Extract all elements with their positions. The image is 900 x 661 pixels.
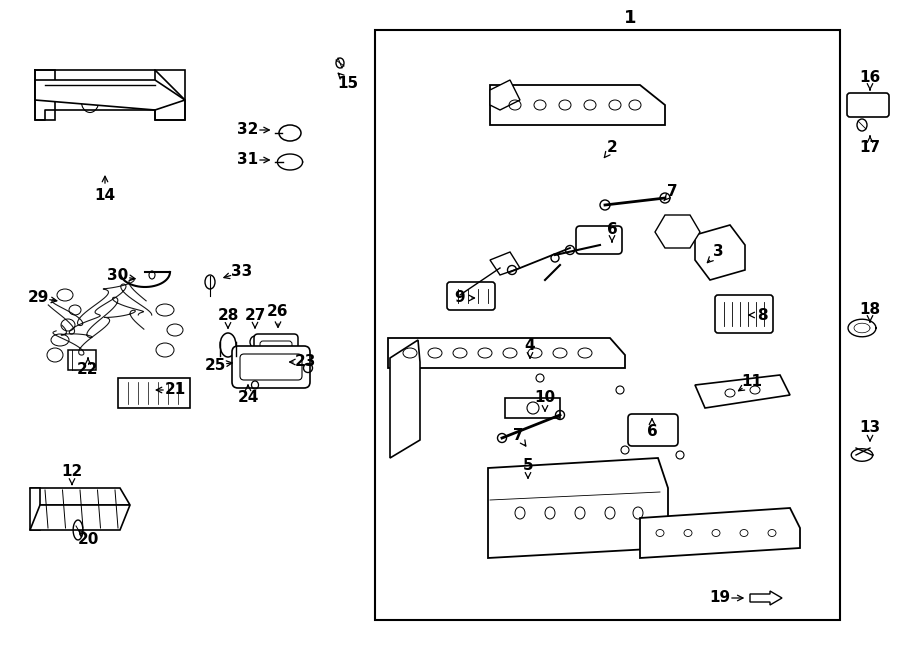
Bar bbox=[155, 70, 185, 120]
Text: 8: 8 bbox=[757, 307, 768, 323]
Text: 6: 6 bbox=[607, 223, 617, 237]
Polygon shape bbox=[695, 375, 790, 408]
Text: 28: 28 bbox=[217, 307, 239, 323]
Text: 4: 4 bbox=[525, 338, 535, 352]
Text: 13: 13 bbox=[860, 420, 880, 436]
Text: 16: 16 bbox=[860, 71, 880, 85]
FancyBboxPatch shape bbox=[576, 226, 622, 254]
Text: 33: 33 bbox=[231, 264, 253, 280]
Text: 29: 29 bbox=[27, 290, 49, 305]
Text: 23: 23 bbox=[294, 354, 316, 369]
Polygon shape bbox=[390, 340, 420, 458]
Text: 7: 7 bbox=[667, 184, 678, 200]
Bar bbox=[118, 378, 190, 408]
FancyBboxPatch shape bbox=[715, 295, 773, 333]
Text: 9: 9 bbox=[454, 290, 465, 305]
Bar bbox=[505, 398, 560, 418]
Text: 18: 18 bbox=[860, 303, 880, 317]
Text: 7: 7 bbox=[513, 428, 523, 442]
Bar bbox=[68, 350, 96, 370]
Text: 6: 6 bbox=[646, 424, 657, 440]
Bar bbox=[35, 70, 55, 120]
Text: 26: 26 bbox=[267, 305, 289, 319]
Polygon shape bbox=[640, 508, 800, 558]
Text: 22: 22 bbox=[77, 362, 99, 377]
Text: 5: 5 bbox=[523, 457, 534, 473]
Text: 31: 31 bbox=[238, 153, 258, 167]
Bar bbox=[375, 30, 840, 620]
Text: 10: 10 bbox=[535, 391, 555, 405]
Polygon shape bbox=[30, 505, 130, 530]
Polygon shape bbox=[490, 80, 520, 110]
Polygon shape bbox=[488, 458, 668, 558]
Text: 3: 3 bbox=[713, 245, 724, 260]
Polygon shape bbox=[30, 488, 130, 505]
Polygon shape bbox=[490, 85, 665, 125]
Text: 1: 1 bbox=[624, 9, 636, 27]
Polygon shape bbox=[695, 225, 745, 280]
FancyBboxPatch shape bbox=[628, 414, 678, 446]
FancyBboxPatch shape bbox=[254, 334, 298, 372]
Text: 15: 15 bbox=[338, 75, 358, 91]
Text: 27: 27 bbox=[244, 307, 266, 323]
Text: 21: 21 bbox=[165, 383, 185, 397]
Polygon shape bbox=[388, 338, 625, 368]
Polygon shape bbox=[35, 80, 185, 110]
Text: 12: 12 bbox=[61, 465, 83, 479]
Text: 20: 20 bbox=[77, 533, 99, 547]
Text: 2: 2 bbox=[607, 141, 617, 155]
Polygon shape bbox=[30, 488, 40, 530]
Text: 14: 14 bbox=[94, 188, 115, 202]
FancyBboxPatch shape bbox=[232, 346, 310, 388]
Text: 24: 24 bbox=[238, 391, 258, 405]
Text: 32: 32 bbox=[238, 122, 258, 137]
Text: 11: 11 bbox=[742, 375, 762, 389]
Polygon shape bbox=[655, 215, 700, 248]
Polygon shape bbox=[490, 252, 520, 275]
FancyBboxPatch shape bbox=[447, 282, 495, 310]
Text: 17: 17 bbox=[860, 141, 880, 155]
Text: 19: 19 bbox=[709, 590, 731, 605]
Text: 25: 25 bbox=[204, 358, 226, 373]
Text: 30: 30 bbox=[107, 268, 129, 284]
FancyBboxPatch shape bbox=[847, 93, 889, 117]
